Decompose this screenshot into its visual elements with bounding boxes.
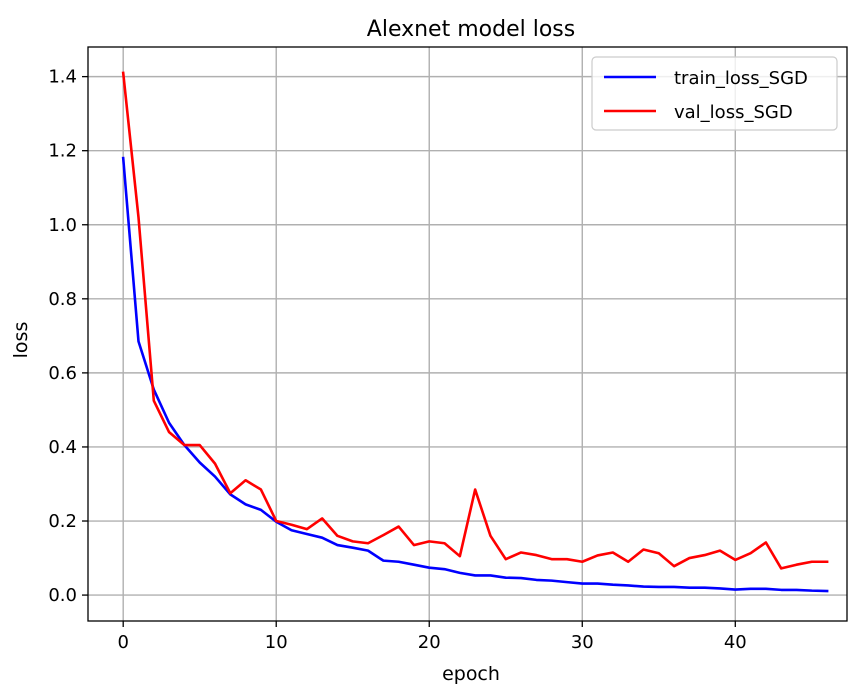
series-line-train_loss_SGD	[121, 156, 829, 593]
y-tick-label: 0.4	[48, 437, 77, 458]
x-tick-label: 20	[418, 632, 441, 653]
x-tick-label: 30	[571, 632, 594, 653]
x-tick-label: 10	[265, 632, 288, 653]
series-layer	[121, 71, 829, 593]
axis-ticks: 0 10 20 30 40 0.0 0.2 0.4 0.6 0.8 1.0 1.2 1.4	[48, 67, 746, 653]
y-tick-label: 1.4	[48, 67, 77, 88]
series-line-val_loss_SGD	[121, 71, 829, 570]
plot-frame	[87, 46, 848, 622]
legend-label-val: val_loss_SGD	[674, 102, 793, 123]
y-axis-label: loss	[10, 322, 32, 359]
chart-title: Alexnet model loss	[367, 17, 575, 42]
y-tick-label: 0.0	[48, 585, 77, 606]
y-tick-label: 1.2	[48, 141, 77, 162]
x-axis-label: epoch	[442, 663, 500, 684]
y-tick-label: 0.8	[48, 289, 77, 310]
legend-label-train: train_loss_SGD	[674, 68, 808, 89]
y-tick-label: 1.0	[48, 215, 77, 236]
legend: train_loss_SGD val_loss_SGD	[591, 56, 838, 131]
y-tick-label: 0.6	[48, 363, 77, 384]
x-tick-label: 40	[724, 632, 747, 653]
grid	[88, 47, 847, 621]
y-tick-label: 0.2	[48, 511, 77, 532]
x-tick-label: 0	[117, 632, 128, 653]
